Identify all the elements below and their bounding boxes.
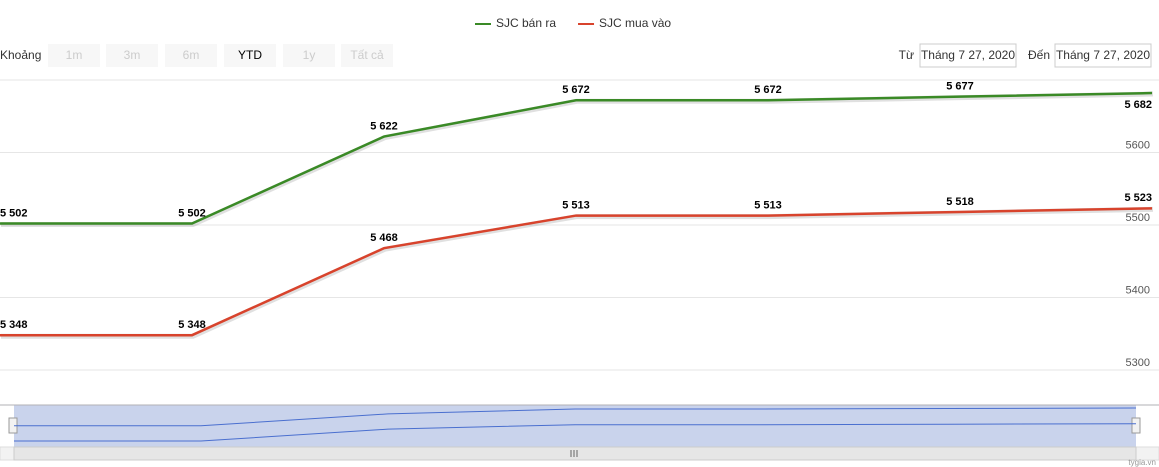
data-label: 5 513 — [754, 199, 782, 211]
data-label: 5 513 — [562, 199, 590, 211]
data-label: 5 468 — [370, 232, 398, 244]
range-button-label[interactable]: 1m — [66, 48, 83, 62]
range-button-label[interactable]: 6m — [183, 48, 200, 62]
data-label: 5 348 — [178, 319, 206, 331]
series-shadow — [1, 206, 1154, 339]
to-input[interactable] — [1054, 43, 1152, 68]
range-button-label[interactable]: 1y — [303, 48, 316, 62]
y-tick-label: 5600 — [1126, 139, 1150, 151]
series-line — [0, 207, 1153, 337]
data-label: 5 502 — [178, 207, 206, 219]
range-button[interactable] — [106, 44, 158, 67]
credit: tygia.vn — [1128, 458, 1156, 467]
range-button[interactable] — [283, 44, 335, 67]
data-label: 5 518 — [946, 196, 974, 208]
data-label: 5 677 — [946, 81, 974, 93]
range-button[interactable] — [48, 44, 100, 67]
scrollbar-grip — [570, 450, 578, 457]
navigator-handle[interactable] — [1131, 417, 1141, 434]
range-button[interactable] — [224, 44, 276, 67]
data-label: 5 672 — [562, 84, 590, 96]
data-label: 5 502 — [0, 207, 28, 219]
data-label: 5 622 — [370, 120, 398, 132]
range-button[interactable] — [165, 44, 217, 67]
navigator-line — [14, 423, 1137, 442]
to-label: Đến — [1028, 48, 1050, 62]
range-button-label[interactable]: 3m — [124, 48, 141, 62]
legend-label[interactable]: SJC mua vào — [599, 16, 671, 30]
data-label: 5 523 — [1124, 192, 1152, 204]
to-date[interactable]: Tháng 7 27, 2020 — [1056, 48, 1150, 62]
range-button[interactable] — [341, 44, 393, 67]
range-label: Khoảng — [0, 48, 41, 62]
legend-label[interactable]: SJC bán ra — [496, 16, 556, 30]
from-date[interactable]: Tháng 7 27, 2020 — [921, 48, 1015, 62]
data-label: 5 672 — [754, 84, 782, 96]
range-button-label[interactable]: YTD — [238, 48, 262, 62]
data-label: 5 348 — [0, 319, 28, 331]
range-button-label[interactable]: Tất cả — [350, 48, 384, 62]
from-label: Từ — [899, 48, 914, 62]
y-tick-label: 5500 — [1126, 212, 1150, 224]
y-tick-label: 5400 — [1126, 284, 1150, 296]
scrollbar-thumb[interactable] — [13, 446, 1137, 461]
data-label: 5 682 — [1124, 99, 1152, 111]
y-tick-label: 5300 — [1126, 357, 1150, 369]
navigator-line — [14, 407, 1137, 427]
series-line — [0, 91, 1153, 225]
from-input[interactable] — [919, 43, 1017, 68]
